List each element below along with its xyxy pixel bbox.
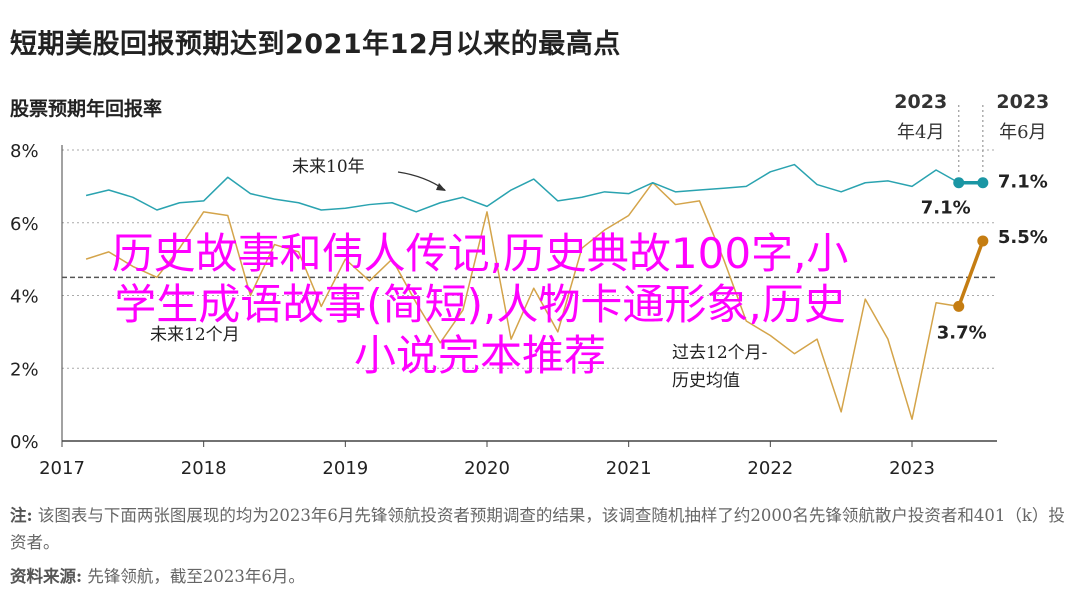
label-future-12m: 未来12个月 [150,325,240,345]
x-tick-label: 2018 [181,458,227,479]
x-tick-label: 2021 [606,458,652,479]
source-text: 先锋领航，截至2023年6月。 [87,567,305,586]
x-tick-label: 2022 [747,458,793,479]
watermark-overlay: 历史故事和伟人传记,历史典故100字,小 学生成语故事(简短),人物卡通形象,历… [0,228,960,381]
segment-12m-latest [957,240,985,308]
line-chart: 0% 2% 4% 6% 8% 2017 2018 2019 2020 2021 2022 2023 20… [10,91,1049,479]
footnote-source: 资料来源: 先锋领航，截至2023年6月。 [10,563,1070,590]
overlay-line-2: 学生成语故事(简短),人物卡通形象,历史 [114,280,846,329]
value-label-10y-jun: 7.1% [998,172,1048,193]
y-tick-label: 0% [10,432,39,453]
label-avg-line1: 过去12个月- [672,343,767,363]
x-tick-label: 2020 [464,458,510,479]
point-12m [977,235,989,247]
chart-title: 短期美股回报预期达到2021年12月以来的最高点 [10,29,621,60]
apr-2023-year: 2023 [894,91,947,113]
point-10y [953,177,965,189]
y-tick-label: 8% [10,141,39,162]
y-tick-label: 2% [10,359,39,380]
x-tick-label: 2019 [322,458,368,479]
arrow-head-10y [436,183,446,191]
overlay-line-3: 小说完本推荐 [353,331,606,380]
footnote-note: 注: 该图表与下面两张图展现的均为2023年6月先锋领航投资者预期调查的结果，该… [10,502,1070,556]
value-label-12m-apr: 3.7% [937,322,987,343]
apr-2023-month: 年4月 [897,122,944,143]
chart-subtitle: 股票预期年回报率 [10,98,163,120]
source-label: 资料来源: [10,567,83,586]
jun-2023-month: 年6月 [999,122,1046,143]
point-12m [953,300,965,312]
x-tick-label: 2017 [39,458,85,479]
series-line-10y [85,163,960,213]
overlay-line-1: 历史故事和伟人传记,历史典故100字,小 [111,229,849,278]
y-tick-label: 6% [10,214,39,235]
x-tick-label: 2023 [889,458,935,479]
label-future-10y: 未来10年 [292,157,365,177]
note-text: 该图表与下面两张图展现的均为2023年6月先锋领航投资者预期调查的结果，该调查随… [10,506,1065,552]
note-label: 注: [10,506,33,525]
y-tick-label: 4% [10,287,39,308]
value-label-12m-jun: 5.5% [998,227,1048,248]
point-10y [977,177,989,189]
label-avg-line2: 历史均值 [672,371,740,391]
series-line-12m [85,181,959,420]
value-label-10y-apr: 7.1% [921,198,971,219]
jun-2023-year: 2023 [996,91,1049,113]
